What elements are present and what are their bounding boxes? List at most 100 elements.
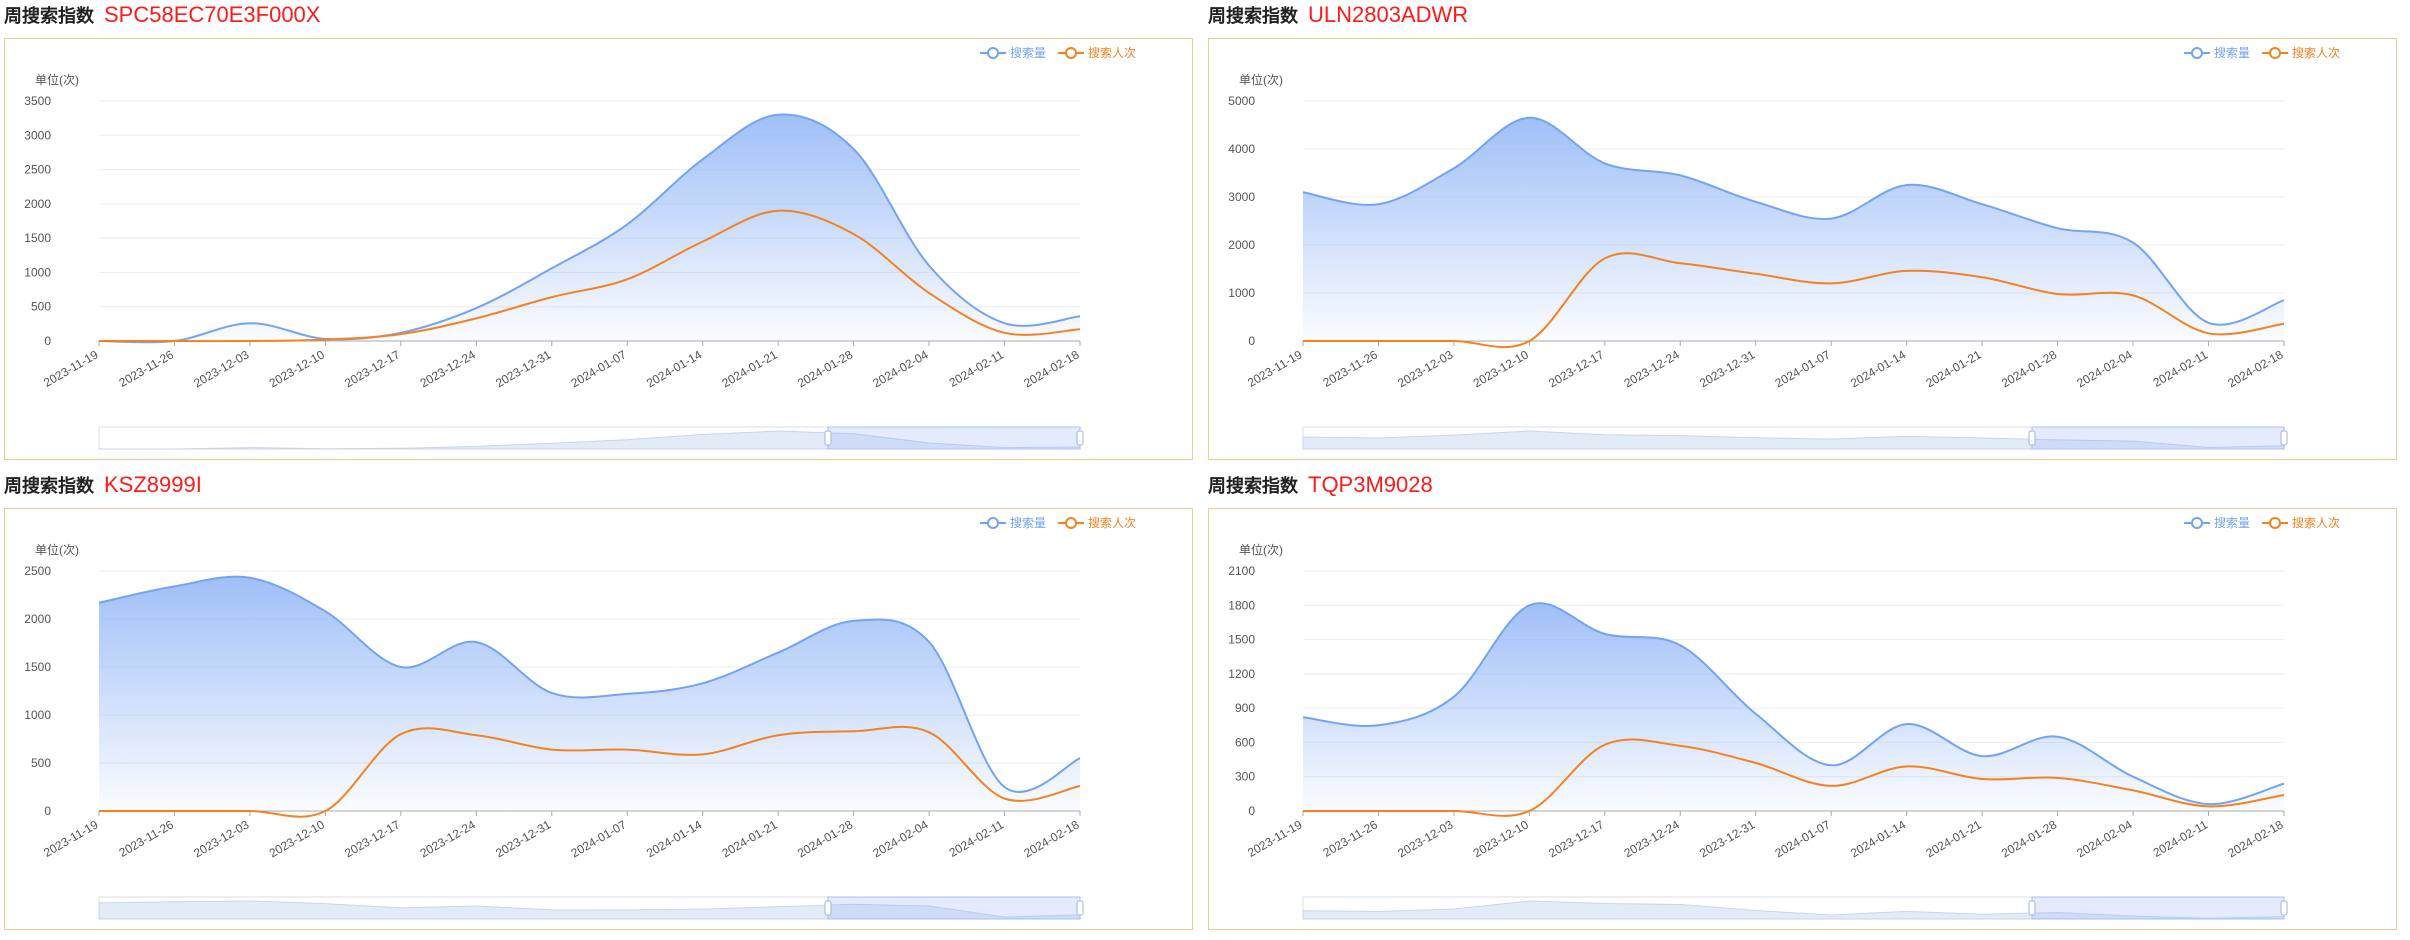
- search-people-point[interactable]: [549, 294, 555, 300]
- search-volume-point[interactable]: [1077, 313, 1083, 319]
- search-volume-point[interactable]: [1904, 721, 1910, 727]
- search-volume-point[interactable]: [2206, 320, 2212, 326]
- search-people-point[interactable]: [1077, 326, 1083, 332]
- search-volume-point[interactable]: [398, 664, 404, 670]
- search-volume-point[interactable]: [775, 650, 781, 656]
- search-people-point[interactable]: [549, 747, 555, 753]
- legend-search-volume[interactable]: 搜索量: [979, 514, 1046, 531]
- search-volume-point[interactable]: [1300, 189, 1306, 195]
- search-volume-point[interactable]: [1526, 115, 1532, 121]
- search-volume-point[interactable]: [1375, 201, 1381, 207]
- search-volume-point[interactable]: [549, 690, 555, 696]
- search-people-point[interactable]: [1828, 783, 1834, 789]
- search-people-point[interactable]: [1526, 808, 1532, 814]
- search-volume-point[interactable]: [2130, 240, 2136, 246]
- search-people-point[interactable]: [624, 276, 630, 282]
- search-people-point[interactable]: [1602, 255, 1608, 261]
- search-volume-point[interactable]: [1451, 694, 1457, 700]
- search-volume-point[interactable]: [96, 600, 102, 606]
- zoom-slider-handle[interactable]: [824, 430, 832, 446]
- search-people-point[interactable]: [1300, 808, 1306, 814]
- search-people-point[interactable]: [700, 239, 706, 245]
- search-people-point[interactable]: [926, 729, 932, 735]
- search-volume-point[interactable]: [1753, 711, 1759, 717]
- zoom-slider-handle[interactable]: [2028, 430, 2036, 446]
- search-people-point[interactable]: [1979, 274, 1985, 280]
- zoom-slider-selection[interactable]: [2031, 896, 2285, 920]
- search-people-point[interactable]: [700, 751, 706, 757]
- search-people-point[interactable]: [1300, 338, 1306, 344]
- search-people-point[interactable]: [1904, 763, 1910, 769]
- search-people-point[interactable]: [1753, 271, 1759, 277]
- search-people-point[interactable]: [851, 231, 857, 237]
- search-people-point[interactable]: [2130, 787, 2136, 793]
- search-volume-point[interactable]: [1077, 755, 1083, 761]
- search-people-point[interactable]: [2055, 775, 2061, 781]
- search-people-point[interactable]: [398, 331, 404, 337]
- legend-search-volume[interactable]: 搜索量: [2183, 44, 2250, 61]
- search-people-point[interactable]: [2130, 292, 2136, 298]
- legend-search-people[interactable]: 搜索人次: [1057, 514, 1136, 531]
- search-people-point[interactable]: [1904, 268, 1910, 274]
- search-volume-line[interactable]: [98, 575, 1081, 793]
- search-people-point[interactable]: [775, 208, 781, 214]
- search-volume-point[interactable]: [700, 156, 706, 162]
- search-volume-point[interactable]: [2281, 781, 2287, 787]
- search-volume-point[interactable]: [1602, 160, 1608, 166]
- part-number[interactable]: ULN2803ADWR: [1308, 2, 1469, 27]
- search-people-point[interactable]: [1375, 338, 1381, 344]
- search-people-point[interactable]: [247, 808, 253, 814]
- search-volume-point[interactable]: [549, 265, 555, 271]
- search-people-point[interactable]: [171, 808, 177, 814]
- search-volume-point[interactable]: [926, 263, 932, 269]
- zoom-slider-handle[interactable]: [824, 900, 832, 916]
- search-volume-point[interactable]: [1828, 762, 1834, 768]
- zoom-slider-selection[interactable]: [827, 896, 1081, 920]
- search-people-point[interactable]: [1451, 808, 1457, 814]
- zoom-slider-handle[interactable]: [1076, 430, 1084, 446]
- search-volume-point[interactable]: [1375, 722, 1381, 728]
- search-volume-line[interactable]: [98, 113, 1081, 344]
- search-people-point[interactable]: [1677, 260, 1683, 266]
- search-people-line[interactable]: [99, 209, 1081, 343]
- search-people-point[interactable]: [473, 315, 479, 321]
- search-volume-point[interactable]: [1904, 182, 1910, 188]
- search-people-point[interactable]: [1002, 796, 1008, 802]
- search-volume-point[interactable]: [1300, 714, 1306, 720]
- search-volume-point[interactable]: [1828, 216, 1834, 222]
- search-people-line[interactable]: [99, 725, 1081, 818]
- search-people-point[interactable]: [171, 338, 177, 344]
- search-volume-point[interactable]: [1602, 631, 1608, 637]
- search-volume-line[interactable]: [1302, 602, 2285, 806]
- zoom-slider-handle[interactable]: [2028, 900, 2036, 916]
- search-people-point[interactable]: [473, 732, 479, 738]
- search-volume-point[interactable]: [851, 618, 857, 624]
- search-people-line[interactable]: [1303, 738, 2285, 817]
- search-people-point[interactable]: [624, 747, 630, 753]
- search-people-point[interactable]: [1602, 742, 1608, 748]
- legend-search-volume[interactable]: 搜索量: [2183, 514, 2250, 531]
- zoom-slider-selection[interactable]: [827, 426, 1081, 450]
- search-volume-point[interactable]: [473, 639, 479, 645]
- zoom-slider-handle[interactable]: [2280, 430, 2288, 446]
- search-volume-point[interactable]: [926, 639, 932, 645]
- search-people-point[interactable]: [1451, 338, 1457, 344]
- search-people-point[interactable]: [1828, 280, 1834, 286]
- search-volume-line[interactable]: [1302, 116, 2285, 326]
- search-volume-point[interactable]: [624, 221, 630, 227]
- search-people-point[interactable]: [851, 728, 857, 734]
- search-volume-point[interactable]: [1451, 165, 1457, 171]
- search-people-point[interactable]: [2281, 792, 2287, 798]
- search-people-point[interactable]: [2281, 321, 2287, 327]
- search-volume-point[interactable]: [700, 680, 706, 686]
- search-volume-point[interactable]: [247, 320, 253, 326]
- search-volume-point[interactable]: [2055, 734, 2061, 740]
- search-volume-point[interactable]: [2055, 225, 2061, 231]
- search-people-point[interactable]: [247, 338, 253, 344]
- search-volume-point[interactable]: [171, 583, 177, 589]
- search-people-point[interactable]: [1677, 743, 1683, 749]
- search-people-point[interactable]: [1077, 783, 1083, 789]
- search-volume-point[interactable]: [322, 608, 328, 614]
- search-volume-point[interactable]: [1677, 642, 1683, 648]
- zoom-slider-handle[interactable]: [1076, 900, 1084, 916]
